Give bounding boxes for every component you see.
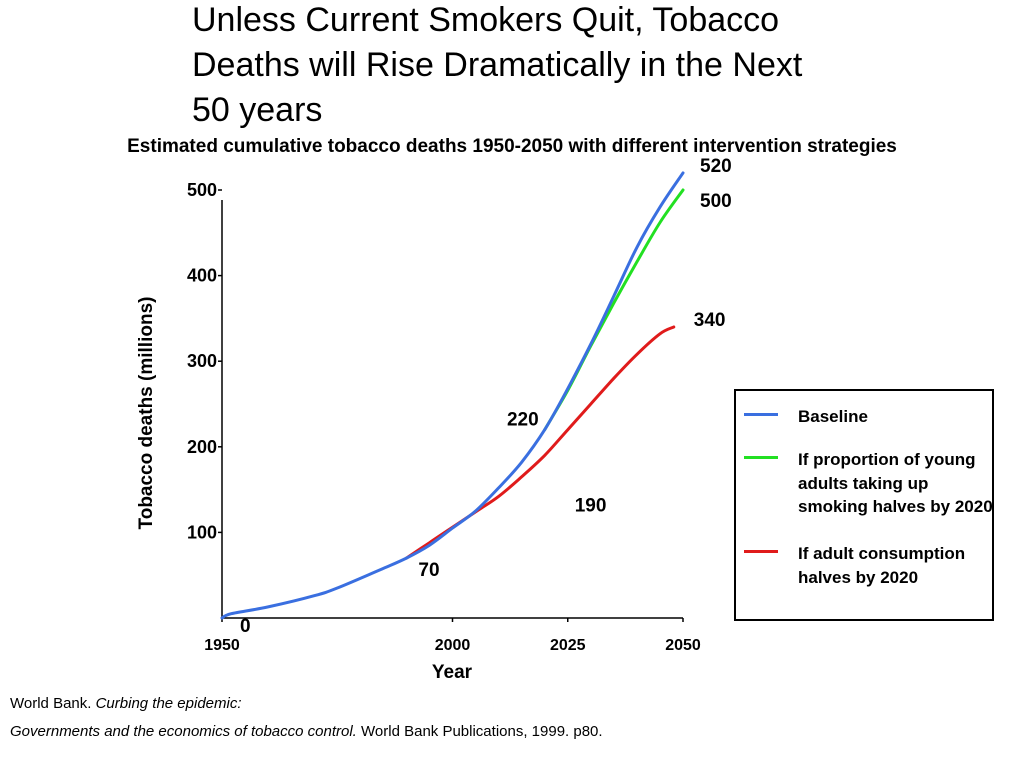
slide-title: Unless Current Smokers Quit, Tobacco Dea…	[192, 1, 803, 129]
chart-title: Estimated cumulative tobacco deaths 1950…	[127, 136, 897, 157]
source-citation-line-2: Governments and the economics of tobacco…	[10, 723, 603, 740]
x-tick-label: 1950	[204, 637, 240, 654]
series-line-adult-halves	[404, 325, 676, 560]
data-label-220: 220	[507, 410, 539, 431]
data-label-340: 340	[694, 310, 726, 331]
data-label-190: 190	[575, 495, 607, 516]
legend-item-adult-halves: If adult consumption halves by 2020	[744, 542, 994, 589]
source-book-title: Curbing the epidemic:	[95, 695, 242, 712]
legend-item-youth-halves: If proportion of young adults taking up …	[744, 448, 994, 519]
y-tick-label: 200	[187, 437, 217, 457]
y-axis-label: Tobacco deaths (millions)	[136, 297, 157, 530]
data-label-0: 0	[240, 616, 251, 637]
legend-swatch-youth-halves	[744, 456, 778, 459]
y-tick-label: 100	[187, 522, 217, 542]
x-tick-label: 2025	[550, 637, 586, 654]
source-book-subtitle: Governments and the economics of tobacco…	[10, 723, 357, 740]
y-tick-label: 300	[187, 351, 217, 371]
legend-item-baseline: Baseline	[744, 405, 994, 429]
legend-label-youth-halves: If proportion of young adults taking up …	[798, 450, 993, 516]
legend-label-adult-halves: If adult consumption halves by 2020	[798, 544, 966, 587]
x-axis-label: Year	[432, 662, 473, 683]
chart-legend: Baseline If proportion of young adults t…	[734, 389, 994, 621]
data-label-70: 70	[418, 560, 439, 581]
legend-label-baseline: Baseline	[798, 407, 868, 426]
x-tick-label: 2050	[665, 637, 701, 654]
data-label-520: 520	[700, 156, 732, 177]
legend-swatch-baseline	[744, 413, 778, 416]
source-publisher: World Bank Publications, 1999. p80.	[356, 723, 603, 740]
y-tick-label: 500	[187, 180, 217, 200]
x-tick-label: 2000	[435, 637, 471, 654]
series-line-baseline	[220, 171, 685, 620]
y-tick-label: 400	[187, 266, 217, 286]
source-author: World Bank.	[10, 695, 96, 712]
legend-swatch-adult-halves	[744, 550, 778, 553]
data-label-500: 500	[700, 191, 732, 212]
source-citation-line-1: World Bank. Curbing the epidemic:	[10, 695, 242, 712]
